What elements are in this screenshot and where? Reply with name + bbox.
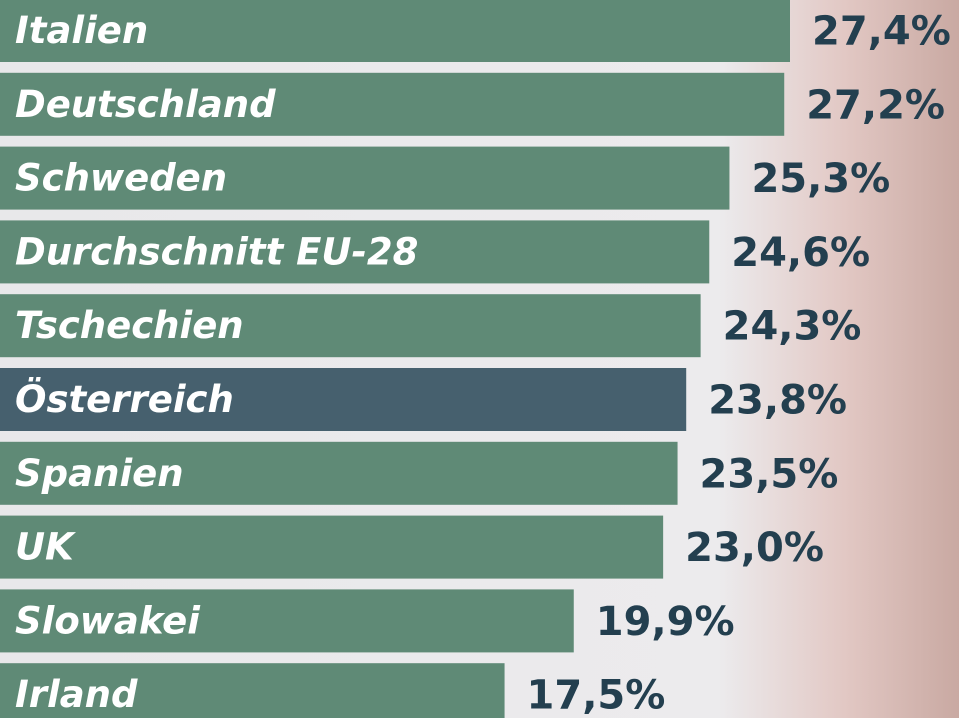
- category-label: Tschechien: [15, 304, 244, 347]
- category-label: UK: [15, 526, 76, 569]
- category-label: Irland: [15, 673, 138, 716]
- chart: Italien 27,4% Deutschland 27,2% Schweden 25,3…: [0, 0, 959, 718]
- category-label: Österreich: [15, 377, 234, 421]
- value-label: 23,5%: [700, 451, 839, 497]
- category-label: Schweden: [15, 157, 227, 200]
- value-label: 17,5%: [527, 673, 666, 718]
- page: Italien 27,4% Deutschland 27,2% Schweden 25,3…: [0, 0, 959, 718]
- category-label: Spanien: [15, 452, 184, 495]
- category-label: Slowakei: [15, 599, 201, 642]
- category-label: Durchschnitt EU-28: [15, 230, 418, 273]
- value-label: 23,8%: [708, 378, 847, 424]
- bar: [0, 516, 663, 579]
- value-label: 27,2%: [806, 82, 945, 128]
- value-label: 24,6%: [731, 230, 870, 276]
- value-label: 25,3%: [751, 156, 890, 202]
- value-label: 19,9%: [596, 599, 735, 645]
- value-label: 23,0%: [685, 525, 824, 571]
- category-label: Deutschland: [15, 83, 276, 126]
- category-label: Italien: [15, 9, 148, 52]
- value-label: 27,4%: [812, 9, 951, 55]
- value-label: 24,3%: [723, 304, 862, 350]
